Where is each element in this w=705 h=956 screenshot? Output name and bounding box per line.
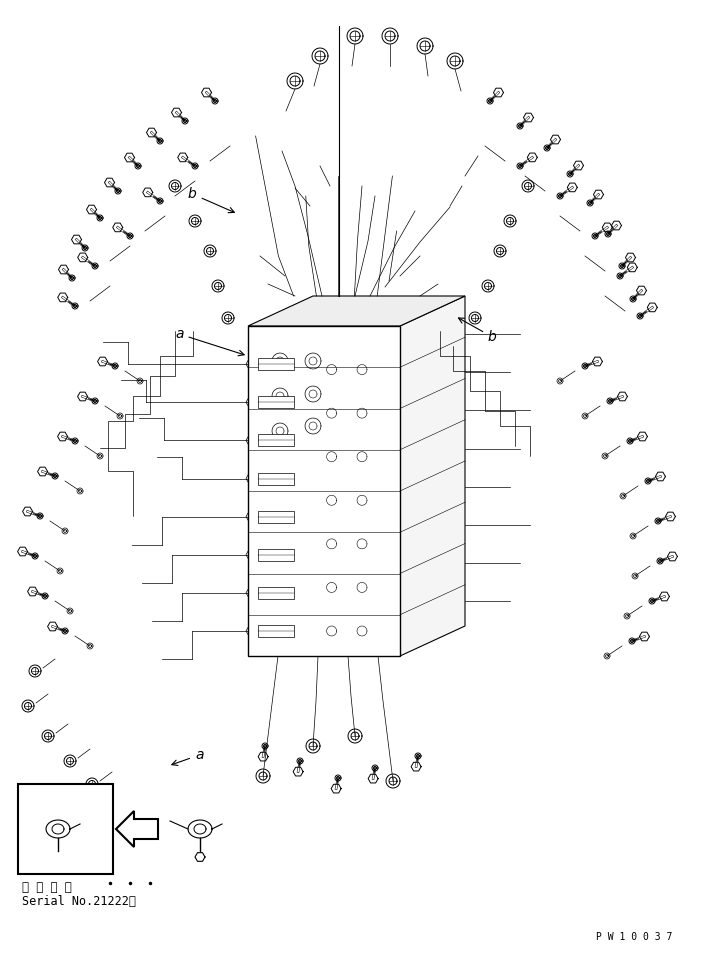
Bar	[258, 511, 294, 523]
Bar	[258, 434, 294, 446]
Text: b: b	[458, 318, 497, 344]
Text: 適 用 号 機: 適 用 号 機	[22, 881, 72, 894]
Polygon shape	[116, 811, 158, 847]
Polygon shape	[248, 296, 465, 326]
Text: P W 1 0 0 3 7: P W 1 0 0 3 7	[596, 932, 672, 942]
Text: a: a	[172, 748, 204, 766]
Polygon shape	[400, 296, 465, 656]
Text: a: a	[175, 327, 244, 356]
Text: b: b	[188, 187, 234, 212]
Bar	[258, 587, 294, 598]
Bar	[258, 396, 294, 408]
Bar	[258, 358, 294, 370]
Bar	[248, 326, 400, 656]
Bar	[258, 472, 294, 485]
Bar	[258, 625, 294, 637]
Bar	[18, 784, 113, 874]
Bar	[258, 549, 294, 561]
Text: Serial No.21222～: Serial No.21222～	[22, 895, 136, 908]
